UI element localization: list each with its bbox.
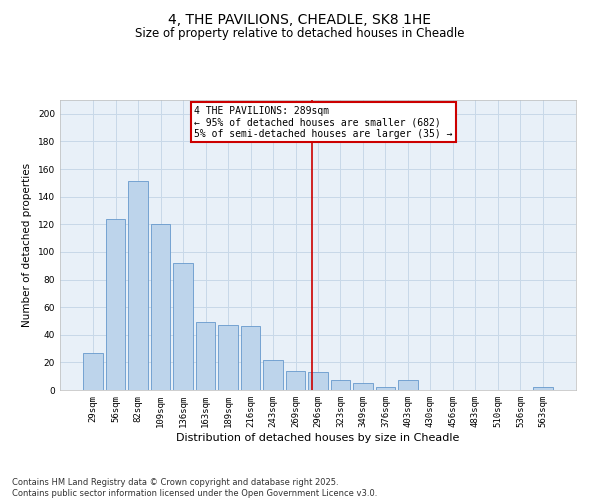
Text: 4, THE PAVILIONS, CHEADLE, SK8 1HE: 4, THE PAVILIONS, CHEADLE, SK8 1HE (169, 12, 431, 26)
Bar (83, 352, 103, 390)
Bar (151, 224, 170, 390)
Bar (241, 326, 260, 390)
Bar (353, 383, 373, 390)
Bar (286, 370, 305, 390)
Bar (196, 322, 215, 390)
Bar (533, 387, 553, 390)
Bar (128, 182, 148, 390)
Bar (218, 325, 238, 390)
Text: Contains HM Land Registry data © Crown copyright and database right 2025.
Contai: Contains HM Land Registry data © Crown c… (12, 478, 377, 498)
Bar (398, 380, 418, 390)
Bar (331, 380, 350, 390)
Text: Size of property relative to detached houses in Cheadle: Size of property relative to detached ho… (135, 28, 465, 40)
Bar (263, 360, 283, 390)
Bar (106, 219, 125, 390)
X-axis label: Distribution of detached houses by size in Cheadle: Distribution of detached houses by size … (176, 432, 460, 442)
Bar (308, 372, 328, 390)
Bar (376, 387, 395, 390)
Y-axis label: Number of detached properties: Number of detached properties (22, 163, 32, 327)
Text: 4 THE PAVILIONS: 289sqm
← 95% of detached houses are smaller (682)
5% of semi-de: 4 THE PAVILIONS: 289sqm ← 95% of detache… (194, 106, 453, 138)
Bar (173, 263, 193, 390)
